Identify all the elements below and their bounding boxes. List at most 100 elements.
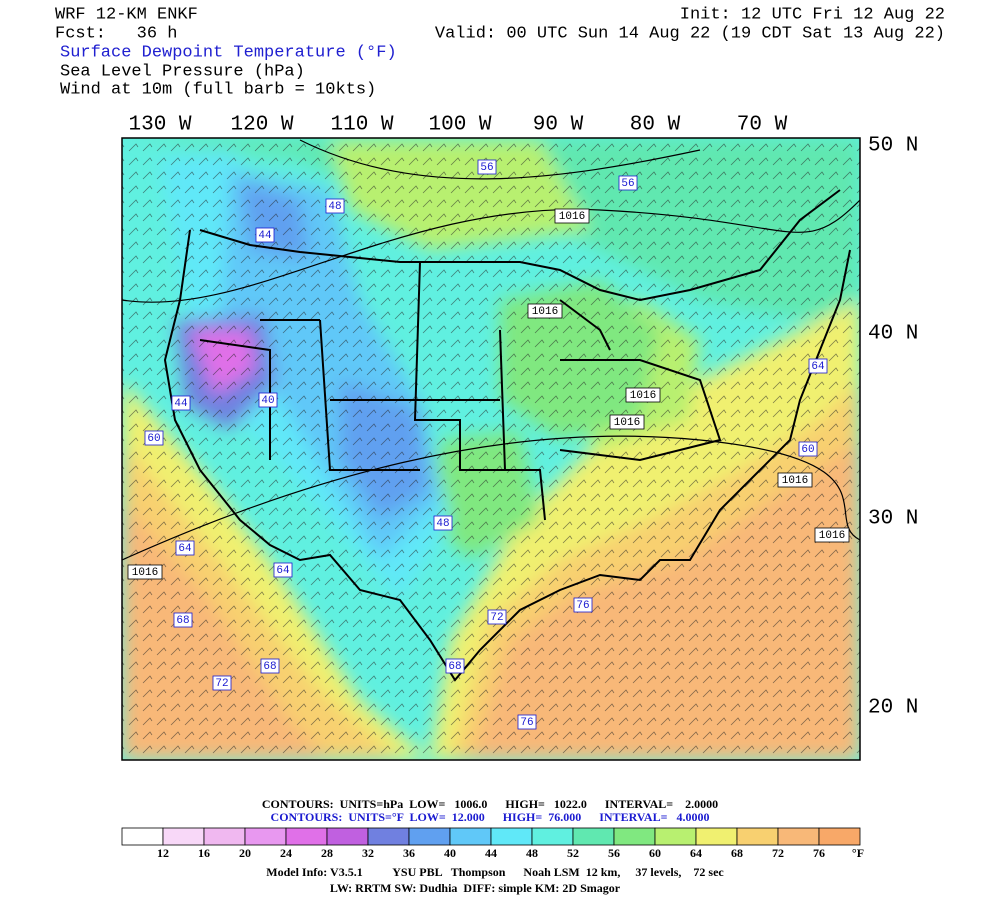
contour-label: 1016 — [625, 387, 661, 403]
longitude-label: 110 W — [330, 114, 393, 137]
longitude-label: 80 W — [630, 114, 681, 137]
contour-label: 48 — [433, 515, 453, 531]
contour-label-text: 64 — [276, 565, 290, 577]
contour-label: 1016 — [814, 527, 850, 543]
colorbar-box — [244, 827, 287, 846]
colorbar-label: 24 — [280, 846, 292, 860]
contour-label-box — [573, 597, 593, 613]
contour-label-box — [212, 675, 232, 691]
contour-label: 76 — [517, 714, 537, 730]
isobar — [299, 139, 701, 180]
contour-label: 44 — [255, 227, 275, 243]
colorbar-label: 60 — [649, 846, 661, 860]
colorbar-label: 44 — [485, 846, 497, 860]
colorbar-box — [736, 827, 779, 846]
physics-info: LW: RRTM SW: Dudhia DIFF: simple KM: 2D … — [330, 881, 621, 895]
contour-label: 1016 — [127, 564, 163, 580]
colorbar-label: 64 — [690, 846, 702, 860]
forecast-hour: Fcst: 36 h — [55, 24, 177, 43]
contour-label-text: 44 — [258, 230, 272, 242]
contour-label-box — [527, 303, 563, 319]
contour-label-text: 76 — [520, 717, 533, 729]
boundary — [559, 299, 722, 462]
colorbar-label: 36 — [403, 846, 415, 860]
colorbar-box — [285, 827, 328, 846]
axes: 130 W 120 W 110 W 100 W 90 W 80 W 70 W 50 N 40 N… — [128, 114, 918, 720]
boundary — [163, 229, 851, 682]
contour-label: 56 — [618, 175, 638, 191]
contour-label-text: 60 — [801, 444, 814, 456]
contour-label-text: 1016 — [630, 390, 656, 402]
latitude-label: 50 N — [868, 135, 918, 158]
contour-label: 64 — [273, 562, 293, 578]
contour-label-text: 56 — [480, 162, 493, 174]
colorbar-box — [613, 827, 656, 846]
contour-label: 64 — [175, 540, 195, 556]
colorbar-unit: °F — [852, 846, 864, 860]
colorbar-label: 72 — [772, 846, 784, 860]
contour-label-text: 1016 — [782, 475, 808, 487]
contour-label-text: 48 — [436, 518, 449, 530]
colorbar-box — [818, 827, 861, 846]
contour-label-box — [173, 612, 193, 628]
contour-label-text: 68 — [448, 661, 461, 673]
colorbar-box — [531, 827, 574, 846]
contour-label-box — [814, 527, 850, 543]
contour-label-text: 44 — [174, 398, 188, 410]
contour-label-box — [325, 198, 345, 214]
init-time: Init: 12 UTC Fri 12 Aug 22 — [680, 5, 945, 24]
contour-label-text: 1016 — [559, 211, 585, 223]
colorbar-label: 32 — [362, 846, 374, 860]
colorbar-label: 52 — [567, 846, 579, 860]
contour-label-text: 1016 — [614, 417, 640, 429]
contour-label: 64 — [808, 358, 828, 374]
contour-label-text: 72 — [215, 678, 228, 690]
contour-label-text: 68 — [263, 661, 276, 673]
colorbar-label: 20 — [239, 846, 251, 860]
colorbar-label: 68 — [731, 846, 743, 860]
colorbar: 12 16 20 24 28 32 36 40 44 48 52 56 60 64 68 72 76 °F — [121, 827, 864, 860]
contour-label-box — [433, 515, 453, 531]
longitude-label: 70 W — [737, 114, 788, 137]
contour-label-box — [777, 472, 813, 488]
contour-label-text: 1016 — [132, 567, 158, 579]
contour-label-text: 64 — [178, 543, 192, 555]
contour-label-box — [171, 395, 191, 411]
contour-label: 1016 — [527, 303, 563, 319]
contour-label: 72 — [487, 609, 507, 625]
contour-label: 68 — [445, 658, 465, 674]
latitude-label: 30 N — [868, 508, 918, 531]
field-title: Surface Dewpoint Temperature (°F) — [60, 43, 397, 62]
contour-label-text: 48 — [328, 201, 341, 213]
contour-label: 68 — [173, 612, 193, 628]
colorbar-box — [408, 827, 451, 846]
contour-label-text: 60 — [147, 433, 160, 445]
colorbar-box — [654, 827, 697, 846]
colorbar-box — [367, 827, 410, 846]
contour-label-text: 1016 — [819, 530, 845, 542]
contour-label-box — [255, 227, 275, 243]
contour-label-box — [175, 540, 195, 556]
isobar — [122, 435, 860, 561]
contour-label-box — [487, 609, 507, 625]
contour-label: 1016 — [609, 414, 645, 430]
valid-time: Valid: 00 UTC Sun 14 Aug 22 (19 CDT Sat … — [435, 24, 945, 43]
colorbar-box — [203, 827, 246, 846]
longitude-label: 100 W — [428, 114, 491, 137]
contour-label-box — [625, 387, 661, 403]
contour-label: 60 — [798, 441, 818, 457]
contour-label-text: 68 — [176, 615, 189, 627]
contour-label: 56 — [477, 159, 497, 175]
contour-label-box — [127, 564, 163, 580]
contour-label: 40 — [258, 392, 278, 408]
field-title: Sea Level Pressure (hPa) — [60, 62, 305, 81]
contour-label-text: 56 — [621, 178, 634, 190]
contour-label-box — [609, 414, 645, 430]
latitude-label: 20 N — [868, 697, 918, 720]
contour-label-box — [798, 441, 818, 457]
boundary — [199, 319, 506, 471]
colorbar-box — [695, 827, 738, 846]
contour-label: 1016 — [554, 208, 590, 224]
colorbar-label: 76 — [813, 846, 825, 860]
